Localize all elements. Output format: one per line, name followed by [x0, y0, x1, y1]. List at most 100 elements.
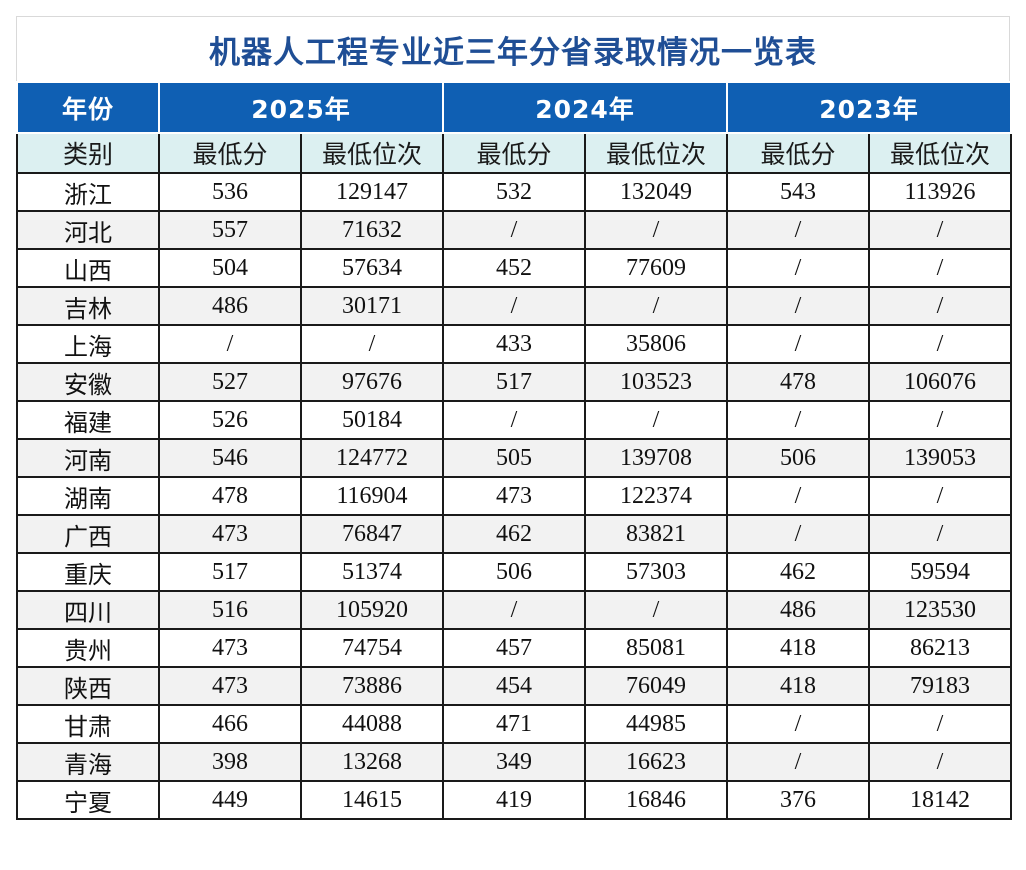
- min-rank-cell: /: [868, 210, 1012, 250]
- year-2023-header: 2023年: [726, 81, 1012, 134]
- category-label: 类别: [16, 132, 160, 174]
- min-rank-cell: 79183: [868, 666, 1012, 706]
- min-rank-cell: 103523: [584, 362, 728, 402]
- table-row: 吉林 486 30171// / /: [16, 286, 1012, 326]
- min-score-cell: 462: [726, 552, 870, 592]
- year-2024-header: 2024年: [442, 81, 728, 134]
- province-cell: 湖南: [16, 476, 160, 516]
- min-score-cell: /: [726, 704, 870, 744]
- min-score-cell: 536: [158, 172, 302, 212]
- year-header-row: 年份 2025年 2024年 2023年: [16, 81, 1012, 134]
- min-score-cell: 398: [158, 742, 302, 782]
- min-rank-header: 最低位次: [868, 132, 1012, 174]
- table-row: 广西 473 76847 462 83821//: [16, 514, 1012, 554]
- table-row: 贵州 473 74754 457 85081 418 86213: [16, 628, 1012, 668]
- min-rank-cell: 97676: [300, 362, 444, 402]
- min-rank-cell: 57303: [584, 552, 728, 592]
- min-score-cell: 454: [442, 666, 586, 706]
- min-rank-cell: 57634: [300, 248, 444, 288]
- province-cell: 山西: [16, 248, 160, 288]
- min-score-cell: 452: [442, 248, 586, 288]
- province-cell: 浙江: [16, 172, 160, 212]
- min-score-header: 最低分: [158, 132, 302, 174]
- min-rank-cell: /: [868, 286, 1012, 326]
- min-rank-cell: 77609: [584, 248, 728, 288]
- province-cell: 四川: [16, 590, 160, 630]
- min-rank-cell: /: [868, 704, 1012, 744]
- min-score-cell: 473: [158, 666, 302, 706]
- min-score-cell: 471: [442, 704, 586, 744]
- min-score-cell: /: [726, 742, 870, 782]
- min-rank-cell: /: [868, 476, 1012, 516]
- min-score-cell: /: [726, 286, 870, 326]
- table-row: 四川 516 105920//486 123530: [16, 590, 1012, 630]
- min-rank-cell: 129147: [300, 172, 444, 212]
- min-score-cell: /: [726, 514, 870, 554]
- min-rank-cell: 16623: [584, 742, 728, 782]
- min-rank-cell: 122374: [584, 476, 728, 516]
- min-score-cell: /: [442, 286, 586, 326]
- min-rank-cell: 30171: [300, 286, 444, 326]
- min-score-cell: 418: [726, 666, 870, 706]
- min-rank-cell: 13268: [300, 742, 444, 782]
- min-rank-cell: 14615: [300, 780, 444, 820]
- table-row: 陕西 473 73886 454 76049 418 79183: [16, 666, 1012, 706]
- min-score-cell: 543: [726, 172, 870, 212]
- min-rank-cell: 50184: [300, 400, 444, 440]
- table-frame: 机器人工程专业近三年分省录取情况一览表 年份 2025年 2024年 2023年…: [16, 16, 1012, 854]
- min-rank-cell: 76049: [584, 666, 728, 706]
- table-row: 湖南 478 116904 473 122374//: [16, 476, 1012, 516]
- min-score-cell: 449: [158, 780, 302, 820]
- table-row: 青海 398 13268 349 16623//: [16, 742, 1012, 782]
- min-rank-cell: 139053: [868, 438, 1012, 478]
- province-cell: 陕西: [16, 666, 160, 706]
- min-score-cell: 473: [442, 476, 586, 516]
- province-cell: 安徽: [16, 362, 160, 402]
- min-score-cell: 516: [158, 590, 302, 630]
- min-rank-cell: /: [868, 514, 1012, 554]
- min-rank-cell: 124772: [300, 438, 444, 478]
- min-score-cell: 506: [442, 552, 586, 592]
- min-rank-cell: 18142: [868, 780, 1012, 820]
- min-score-cell: 532: [442, 172, 586, 212]
- category-header-row: 类别 最低分 最低位次 最低分 最低位次 最低分 最低位次: [16, 132, 1012, 174]
- province-cell: 上海: [16, 324, 160, 364]
- table-row: 安徽 527 97676 517 103523 478 106076: [16, 362, 1012, 402]
- min-score-cell: 419: [442, 780, 586, 820]
- min-rank-cell: 83821: [584, 514, 728, 554]
- min-rank-cell: 116904: [300, 476, 444, 516]
- table-body: 浙江 536 129147 532 132049 543 113926 河北 557 71632/…: [16, 172, 1012, 820]
- min-rank-cell: 44088: [300, 704, 444, 744]
- province-cell: 河南: [16, 438, 160, 478]
- min-score-cell: 473: [158, 628, 302, 668]
- min-rank-cell: 85081: [584, 628, 728, 668]
- min-score-cell: 486: [158, 286, 302, 326]
- province-cell: 甘肃: [16, 704, 160, 744]
- min-rank-cell: /: [868, 400, 1012, 440]
- admission-table: 年份 2025年 2024年 2023年 类别 最低分 最低位次 最低分 最低位…: [16, 81, 1012, 820]
- min-score-cell: 457: [442, 628, 586, 668]
- min-score-cell: /: [726, 248, 870, 288]
- min-rank-cell: /: [584, 400, 728, 440]
- min-score-cell: 557: [158, 210, 302, 250]
- min-score-cell: 506: [726, 438, 870, 478]
- min-score-cell: 527: [158, 362, 302, 402]
- min-rank-cell: 16846: [584, 780, 728, 820]
- min-rank-cell: 74754: [300, 628, 444, 668]
- min-rank-cell: 139708: [584, 438, 728, 478]
- min-score-cell: 504: [158, 248, 302, 288]
- min-score-cell: 433: [442, 324, 586, 364]
- min-score-cell: 546: [158, 438, 302, 478]
- min-score-cell: 462: [442, 514, 586, 554]
- min-score-cell: 486: [726, 590, 870, 630]
- min-score-cell: /: [442, 210, 586, 250]
- min-score-cell: /: [726, 210, 870, 250]
- table-row: 上海 //433 35806//: [16, 324, 1012, 364]
- min-score-cell: 349: [442, 742, 586, 782]
- province-cell: 广西: [16, 514, 160, 554]
- min-rank-cell: 73886: [300, 666, 444, 706]
- min-score-cell: 376: [726, 780, 870, 820]
- min-score-cell: /: [158, 324, 302, 364]
- min-rank-cell: 113926: [868, 172, 1012, 212]
- min-score-cell: /: [726, 476, 870, 516]
